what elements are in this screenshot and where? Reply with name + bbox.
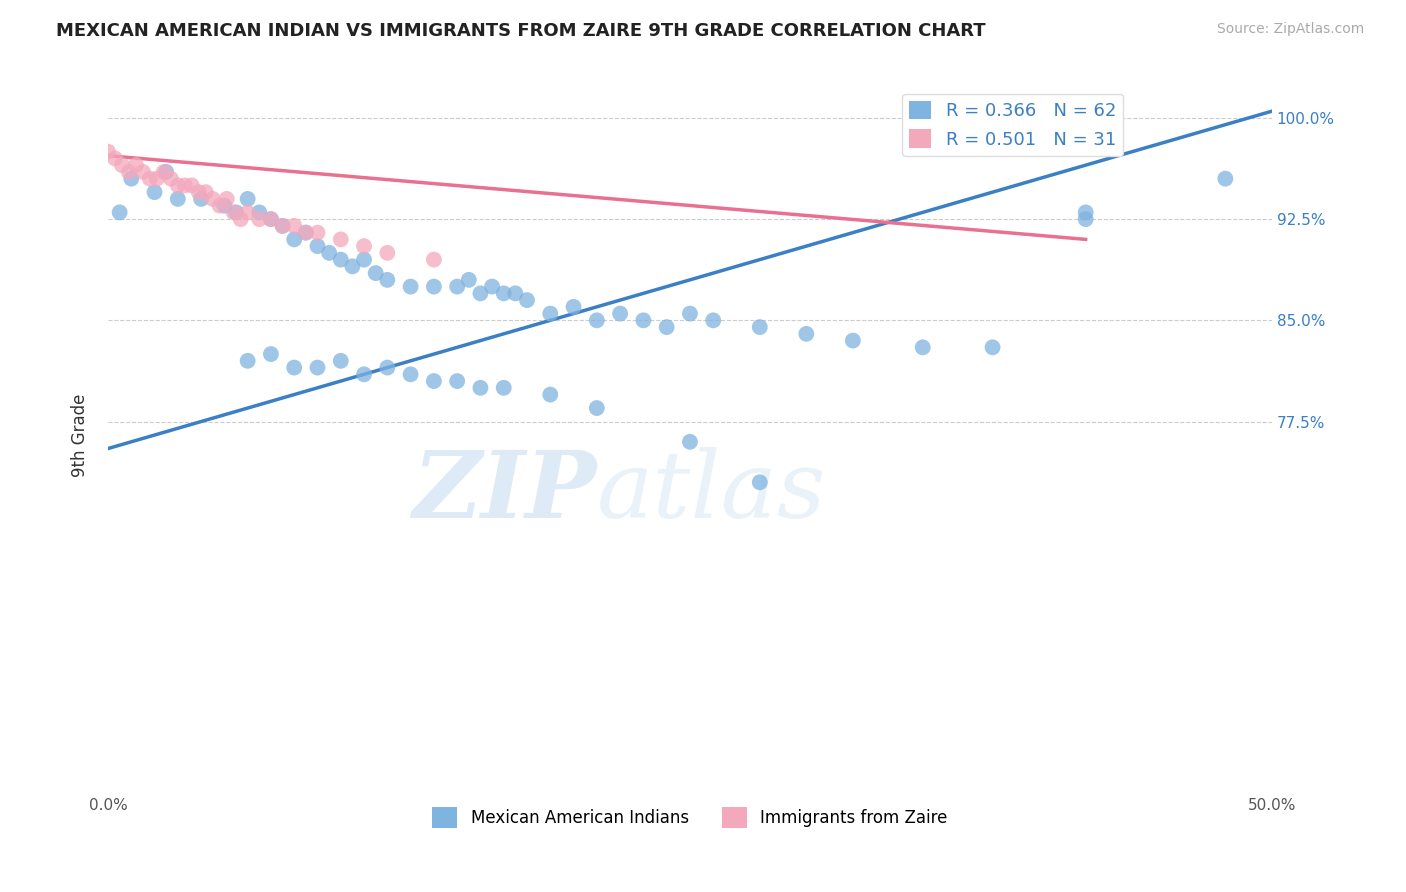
Text: ZIP: ZIP [412, 447, 596, 537]
Text: MEXICAN AMERICAN INDIAN VS IMMIGRANTS FROM ZAIRE 9TH GRADE CORRELATION CHART: MEXICAN AMERICAN INDIAN VS IMMIGRANTS FR… [56, 22, 986, 40]
Point [180, 178, 202, 193]
Point [748, 320, 770, 334]
Point [423, 374, 446, 388]
Point [748, 475, 770, 490]
Point [981, 340, 1004, 354]
Point [236, 192, 259, 206]
Point [329, 252, 352, 267]
Point [295, 226, 318, 240]
Point [470, 381, 492, 395]
Point [260, 212, 283, 227]
Point [399, 279, 422, 293]
Point [702, 313, 724, 327]
Point [132, 165, 155, 179]
Text: Source: ZipAtlas.com: Source: ZipAtlas.com [1216, 22, 1364, 37]
Point [538, 307, 561, 321]
Point [247, 212, 270, 227]
Text: atlas: atlas [596, 447, 827, 537]
Point [120, 171, 142, 186]
Point [375, 245, 398, 260]
Point [375, 360, 398, 375]
Point [208, 199, 231, 213]
Point [225, 205, 247, 219]
Point [329, 354, 352, 368]
Point [143, 185, 166, 199]
Point [353, 239, 375, 253]
Point [505, 286, 527, 301]
Point [236, 205, 259, 219]
Point [1074, 205, 1097, 219]
Point [187, 185, 209, 199]
Point [481, 279, 503, 293]
Point [585, 313, 607, 327]
Point [329, 232, 352, 246]
Point [516, 293, 538, 307]
Point [633, 313, 655, 327]
Point [222, 205, 245, 219]
Point [446, 279, 468, 293]
Point [446, 374, 468, 388]
Point [585, 401, 607, 415]
Point [118, 165, 141, 179]
Point [609, 307, 631, 321]
Point [108, 205, 131, 219]
Point [283, 219, 305, 233]
Point [399, 368, 422, 382]
Point [342, 260, 364, 274]
Point [260, 347, 283, 361]
Point [283, 232, 305, 246]
Point [146, 171, 169, 186]
Point [364, 266, 387, 280]
Point [104, 152, 127, 166]
Point [353, 368, 375, 382]
Point [283, 360, 305, 375]
Point [229, 212, 252, 227]
Point [679, 434, 702, 449]
Legend: Mexican American Indians, Immigrants from Zaire: Mexican American Indians, Immigrants fro… [426, 801, 955, 834]
Point [236, 354, 259, 368]
Point [307, 360, 329, 375]
Y-axis label: 9th Grade: 9th Grade [72, 393, 89, 476]
Point [470, 286, 492, 301]
Point [111, 158, 134, 172]
Point [492, 286, 515, 301]
Point [794, 326, 817, 341]
Point [194, 185, 217, 199]
Point [655, 320, 678, 334]
Point [201, 192, 224, 206]
Point [457, 273, 479, 287]
Point [153, 165, 176, 179]
Point [155, 165, 177, 179]
Point [139, 171, 162, 186]
Point [214, 199, 236, 213]
Point [307, 239, 329, 253]
Point [215, 192, 238, 206]
Point [260, 212, 283, 227]
Point [271, 219, 294, 233]
Point [492, 381, 515, 395]
Point [166, 192, 188, 206]
Point [125, 158, 148, 172]
Point [295, 226, 318, 240]
Point [911, 340, 934, 354]
Point [679, 307, 702, 321]
Point [538, 387, 561, 401]
Point [307, 226, 329, 240]
Point [173, 178, 195, 193]
Point [375, 273, 398, 287]
Point [1215, 171, 1237, 186]
Point [190, 192, 212, 206]
Point [423, 252, 446, 267]
Point [247, 205, 270, 219]
Point [562, 300, 585, 314]
Point [271, 219, 294, 233]
Point [1074, 212, 1097, 227]
Point [166, 178, 188, 193]
Point [353, 252, 375, 267]
Point [160, 171, 183, 186]
Point [423, 279, 446, 293]
Point [842, 334, 865, 348]
Point [318, 245, 340, 260]
Point [97, 145, 120, 159]
